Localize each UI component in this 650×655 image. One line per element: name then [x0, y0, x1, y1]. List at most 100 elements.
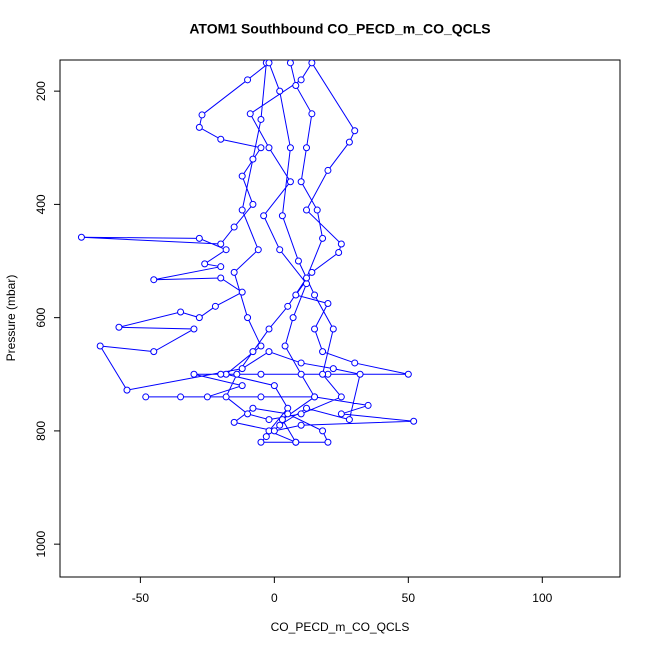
data-point — [270, 427, 278, 435]
data-point — [150, 348, 158, 356]
data-point — [313, 206, 321, 214]
data-point — [278, 416, 286, 424]
data-point — [270, 382, 278, 390]
data-point — [217, 370, 225, 378]
data-point — [337, 240, 345, 248]
data-point — [292, 438, 300, 446]
data-point — [303, 206, 311, 214]
x-tick-label: -50 — [132, 591, 150, 605]
data-point — [265, 416, 273, 424]
data-point — [281, 342, 289, 350]
plot-frame — [59, 59, 621, 578]
data-point — [142, 393, 150, 401]
data-point — [190, 325, 198, 333]
data-point — [238, 206, 246, 214]
data-point — [289, 314, 297, 322]
y-tick-label: 800 — [34, 421, 48, 441]
data-point — [276, 246, 284, 254]
data-point — [233, 370, 241, 378]
data-point — [265, 325, 273, 333]
data-point — [254, 246, 262, 254]
data-point — [257, 370, 265, 378]
data-point — [230, 418, 238, 426]
data-point — [276, 421, 284, 429]
data-point — [308, 110, 316, 118]
data-point — [244, 410, 252, 418]
y-tick-label: 1000 — [34, 530, 48, 557]
data-point — [257, 393, 265, 401]
x-tick-label: 50 — [402, 591, 416, 605]
data-point — [364, 401, 372, 409]
data-point — [337, 393, 345, 401]
data-point — [96, 342, 104, 350]
data-point — [345, 416, 353, 424]
data-point — [238, 382, 246, 390]
data-point — [286, 60, 294, 67]
data-point — [222, 393, 230, 401]
data-point — [265, 144, 273, 152]
plot-area — [77, 60, 418, 446]
data-point — [303, 404, 311, 412]
data-line — [81, 61, 414, 444]
data-point — [303, 274, 311, 282]
data-point — [246, 110, 254, 118]
data-point — [345, 138, 353, 146]
data-point — [222, 246, 230, 254]
data-point — [249, 155, 257, 163]
data-point — [217, 263, 225, 271]
data-point — [203, 393, 211, 401]
chart-title: ATOM1 Southbound CO_PECD_m_CO_QCLS — [189, 21, 490, 37]
data-point — [308, 60, 316, 67]
data-point — [410, 417, 418, 425]
data-point — [238, 365, 246, 373]
data-point — [211, 302, 219, 310]
data-point — [297, 359, 305, 367]
data-point — [292, 81, 300, 89]
data-point — [257, 144, 265, 152]
data-point — [150, 276, 158, 284]
data-point — [284, 302, 292, 310]
data-point — [292, 291, 300, 299]
data-point — [337, 410, 345, 418]
data-point — [177, 393, 185, 401]
data-point — [286, 178, 294, 186]
y-tick-label: 400 — [34, 194, 48, 214]
data-point — [278, 212, 286, 220]
data-point — [356, 370, 364, 378]
x-tick-label: 0 — [271, 591, 278, 605]
y-axis-label: Pressure (mbar) — [4, 275, 18, 362]
data-point — [217, 274, 225, 282]
data-point — [311, 393, 319, 401]
y-tick-label: 600 — [34, 307, 48, 327]
data-point — [190, 370, 198, 378]
data-point — [230, 223, 238, 231]
data-point — [303, 144, 311, 152]
data-point — [297, 370, 305, 378]
data-point — [265, 348, 273, 356]
data-point — [238, 172, 246, 180]
data-point — [324, 299, 332, 307]
data-point — [319, 234, 327, 242]
data-point — [284, 404, 292, 412]
data-point — [198, 111, 206, 119]
data-point — [265, 60, 273, 67]
data-point — [319, 427, 327, 435]
data-point — [257, 438, 265, 446]
data-point — [230, 268, 238, 276]
data-point — [324, 438, 332, 446]
x-axis-label: CO_PECD_m_CO_QCLS — [271, 620, 410, 634]
data-point — [238, 288, 246, 296]
data-point — [335, 249, 343, 257]
data-point — [276, 87, 284, 95]
data-point — [284, 410, 292, 418]
data-point — [77, 233, 85, 241]
data-point — [297, 178, 305, 186]
data-point — [286, 144, 294, 152]
data-point — [319, 370, 327, 378]
x-tick-label: 100 — [532, 591, 552, 605]
data-point — [329, 365, 337, 373]
data-point — [249, 348, 257, 356]
data-point — [297, 421, 305, 429]
data-point — [351, 359, 359, 367]
